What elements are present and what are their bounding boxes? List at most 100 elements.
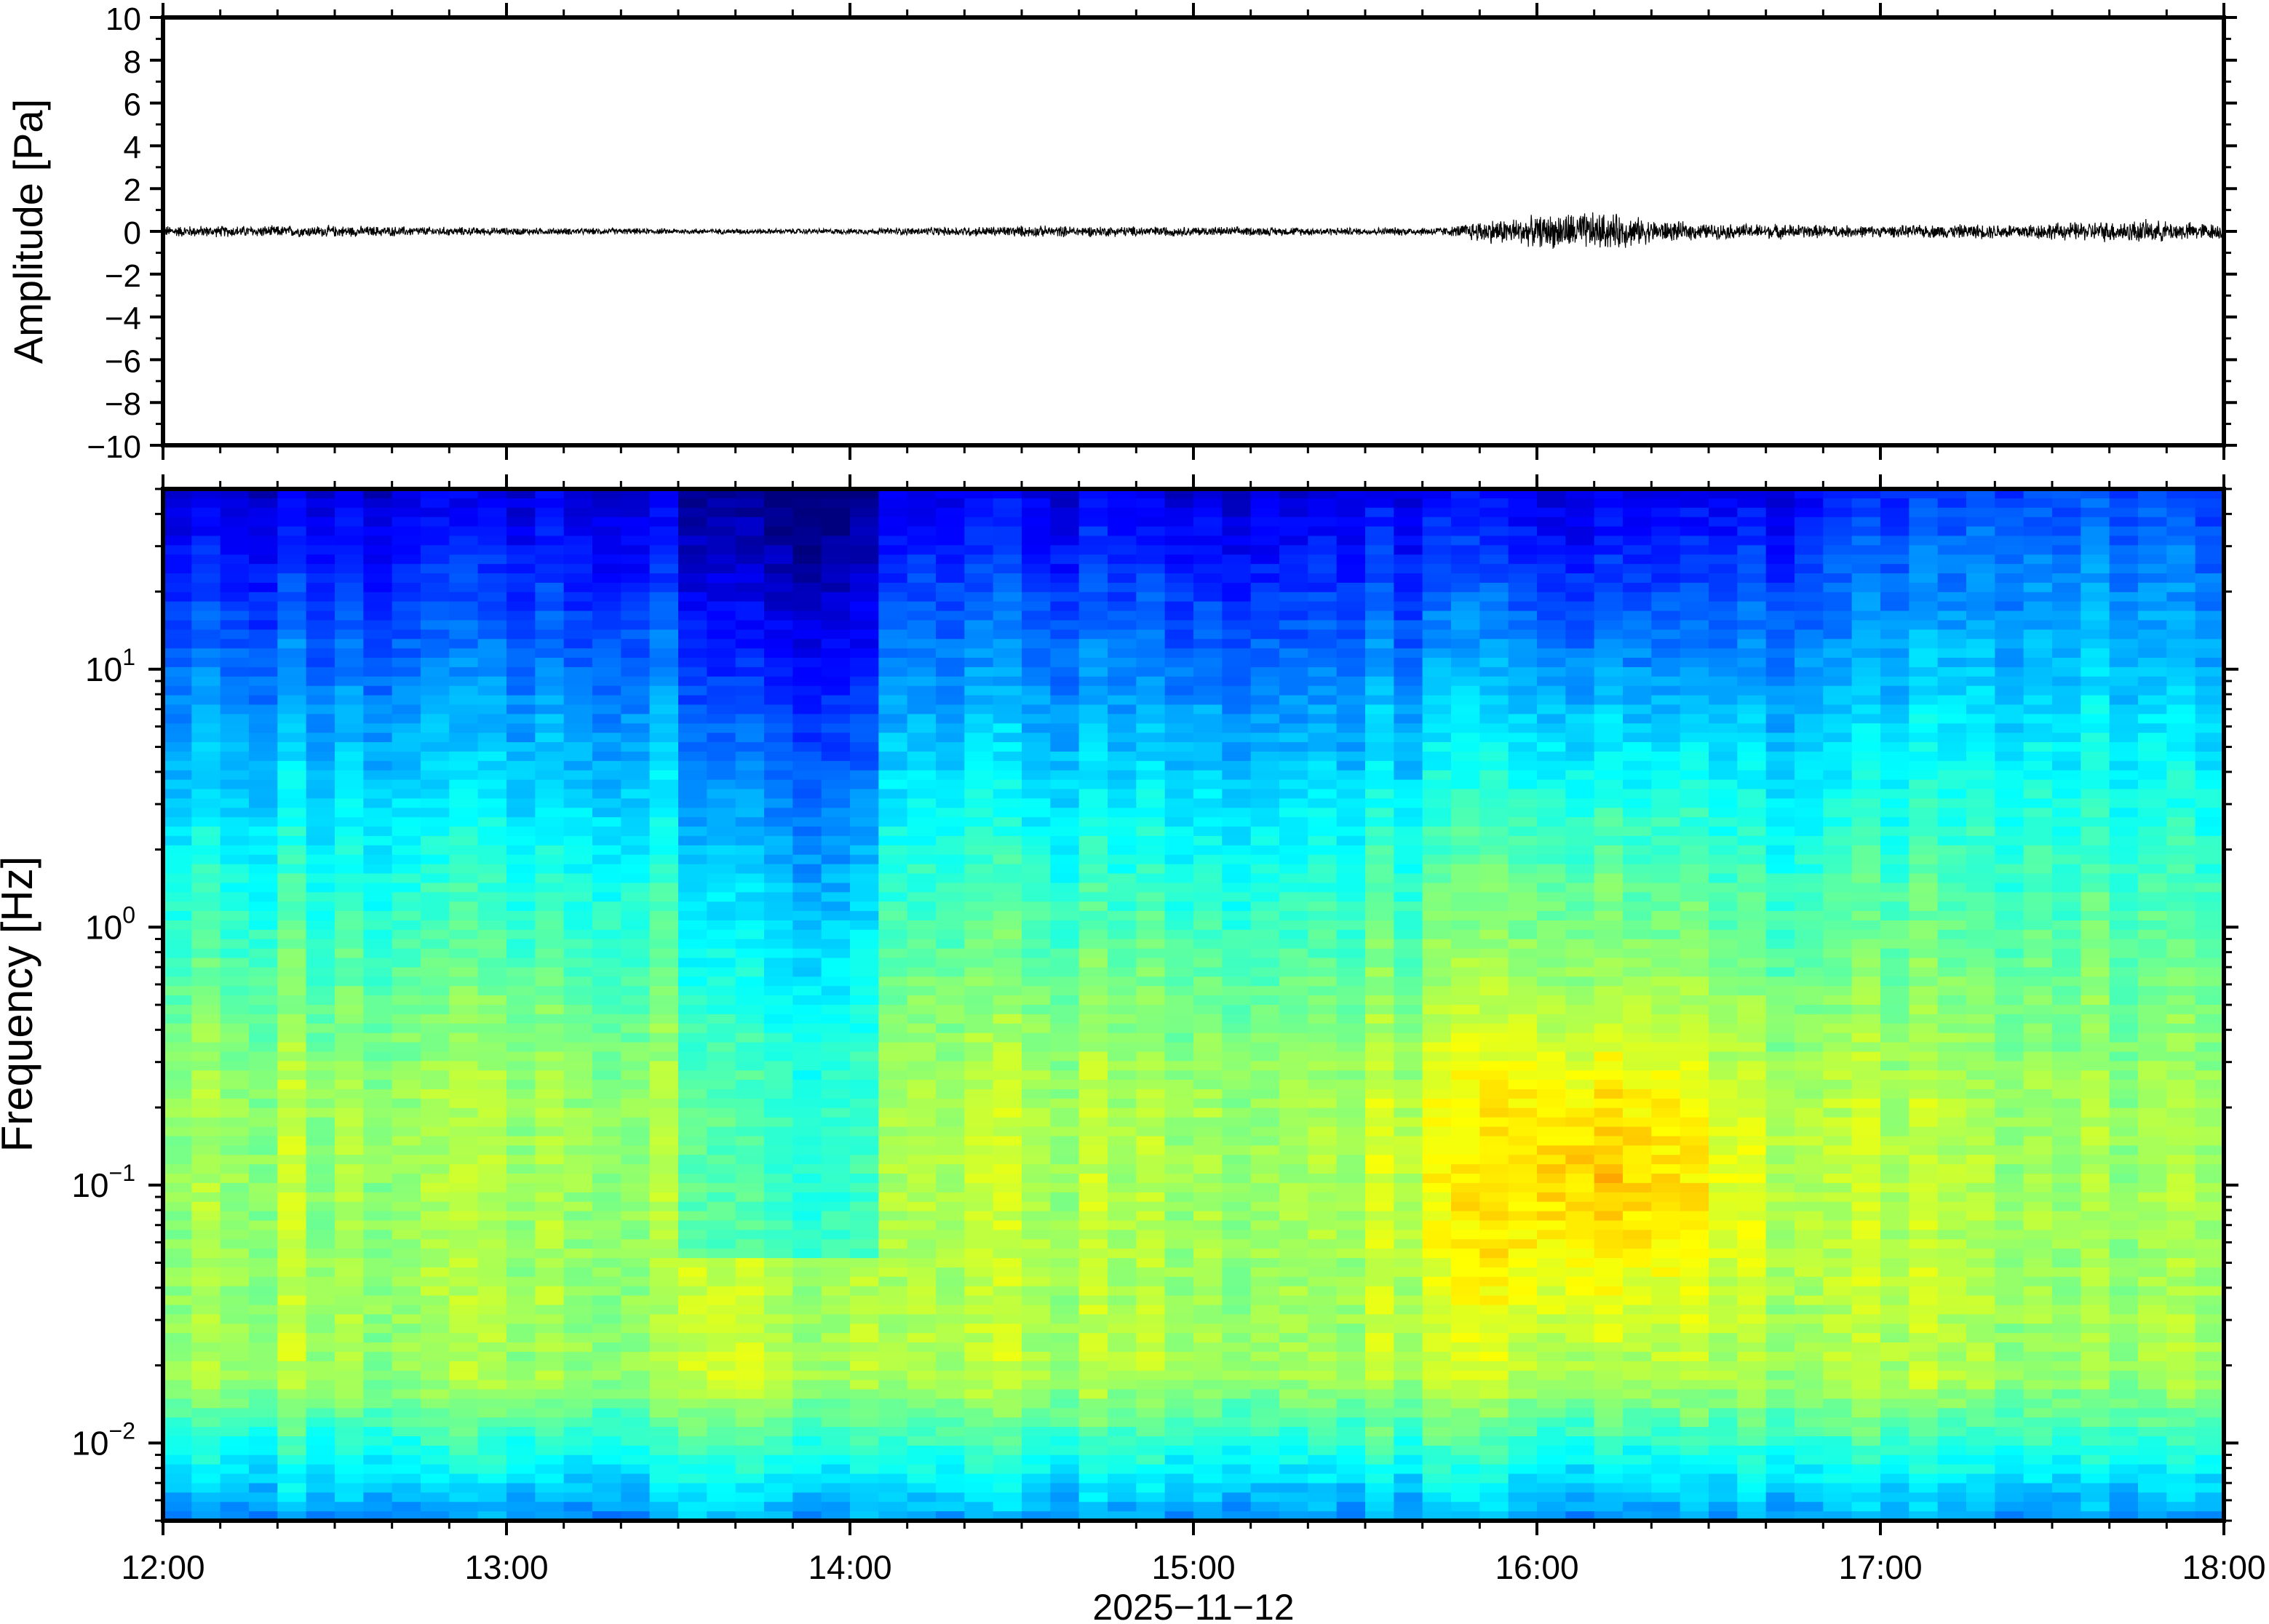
spectrogram-cell <box>1250 639 1280 649</box>
spectrogram-cell <box>1222 958 1252 968</box>
spectrogram-cell <box>1279 1136 1309 1147</box>
spectrogram-cell <box>306 1136 335 1147</box>
spectrogram-cell <box>1136 779 1166 790</box>
spectrogram-cell <box>1108 1211 1137 1222</box>
spectrogram-cell <box>563 958 593 968</box>
spectrogram-cell <box>821 939 851 950</box>
spectrogram-cell <box>1108 714 1137 725</box>
spectrogram-cell <box>191 1342 221 1353</box>
spectrogram-cell <box>163 1305 193 1315</box>
spectrogram-cell <box>163 1267 193 1278</box>
spectrogram-cell <box>1078 536 1108 546</box>
spectrogram-cell <box>306 1051 335 1062</box>
spectrogram-cell <box>1222 1314 1252 1325</box>
spectrogram-cell <box>306 1464 335 1475</box>
spectrogram-cell <box>1078 1220 1108 1231</box>
spectrogram-cell <box>191 1080 221 1090</box>
spectrogram-cell <box>191 1417 221 1428</box>
spectrogram-cell <box>764 1305 794 1315</box>
spectrogram-cell <box>821 1436 851 1446</box>
spectrogram-cell <box>220 601 250 612</box>
waveform-trace-group <box>163 212 2224 249</box>
spectrogram-cell <box>1078 1126 1108 1137</box>
spectrogram-cell <box>850 835 880 846</box>
spectrogram-cell <box>1336 1136 1366 1147</box>
spectrogram-cell <box>907 498 937 509</box>
spectrogram-cell <box>592 808 622 818</box>
spectrogram-cell <box>1394 986 1423 996</box>
spectrogram-cell <box>964 1117 994 1128</box>
spectrogram-cell <box>621 1182 651 1193</box>
amplitude-axis-label: Amplitude [Pa] <box>5 99 51 364</box>
spectrogram-cell <box>506 1436 536 1446</box>
spectrogram-cell <box>163 733 193 743</box>
spectrogram-cell <box>535 1051 565 1062</box>
spectrogram-cell <box>707 1511 736 1521</box>
spectrogram-cell <box>964 1155 994 1165</box>
spectrogram-cell <box>649 1182 679 1193</box>
spectrogram-cell <box>821 1014 851 1024</box>
spectrogram-cell <box>563 864 593 875</box>
spectrogram-cell <box>792 733 822 743</box>
spectrogram-cell <box>363 582 393 593</box>
spectrogram-cell <box>621 1155 651 1165</box>
spectrogram-cell <box>1336 1249 1366 1259</box>
spectrogram-cell <box>1193 1005 1223 1015</box>
spectrogram-cell <box>335 733 365 743</box>
spectrogram-cell <box>1022 864 1052 875</box>
spectrogram-cell <box>563 610 593 621</box>
spectrogram-cell <box>249 939 279 950</box>
spectrogram-cell <box>1193 1445 1223 1456</box>
spectrogram-cell <box>363 1464 393 1475</box>
spectrogram-cell <box>449 629 479 640</box>
spectrogram-cell <box>821 517 851 528</box>
spectrogram-cell <box>821 1042 851 1053</box>
spectrogram-cell <box>506 1417 536 1428</box>
spectrogram-cell <box>993 648 1022 658</box>
spectrogram-cell <box>878 639 908 649</box>
spectrogram-cell <box>907 610 937 621</box>
spectrogram-cell <box>707 1014 736 1024</box>
spectrogram-cell <box>1250 1164 1280 1174</box>
spectrogram-cell <box>735 948 765 959</box>
spectrogram-cell <box>191 714 221 725</box>
spectrogram-cell <box>1308 1061 1338 1072</box>
spectrogram-cell <box>506 1023 536 1034</box>
spectrogram-cell <box>1136 1080 1166 1090</box>
spectrogram-cell <box>993 901 1022 912</box>
spectrogram-cell <box>1050 629 1080 640</box>
spectrogram-cell <box>335 1436 365 1446</box>
spectrogram-cell <box>1308 892 1338 902</box>
spectrogram-cell <box>1108 704 1137 715</box>
spectrogram-cell <box>220 873 250 884</box>
spectrogram-cell <box>649 1342 679 1353</box>
spectrogram-cell <box>936 873 966 884</box>
spectrogram-cell <box>1136 1436 1166 1446</box>
spectrogram-cell <box>878 1070 908 1080</box>
spectrogram-cell <box>1336 1351 1366 1362</box>
spectrogram-cell <box>306 827 335 837</box>
spectrogram-cell <box>535 1502 565 1512</box>
spectrogram-cell <box>1250 1174 1280 1184</box>
spectrogram-cell <box>1365 1126 1395 1137</box>
spectrogram-cell <box>363 1380 393 1390</box>
spectrogram-cell <box>1193 1211 1223 1222</box>
spectrogram-cell <box>907 1295 937 1306</box>
spectrogram-cell <box>1222 685 1252 696</box>
spectrogram-cell <box>1078 948 1108 959</box>
spectrogram-cell <box>535 1220 565 1231</box>
spectrogram-cell <box>1250 948 1280 959</box>
spectrogram-cell <box>449 648 479 658</box>
spectrogram-cell <box>392 1454 421 1465</box>
spectrogram-cell <box>1193 939 1223 950</box>
spectrogram-cell <box>1136 1427 1166 1437</box>
spectrogram-cell <box>1136 648 1166 658</box>
spectrogram-cell <box>764 1370 794 1381</box>
spectrogram-cell <box>1022 1351 1052 1362</box>
spectrogram-cell <box>735 1014 765 1024</box>
spectrogram-cell <box>449 920 479 931</box>
spectrogram-cell <box>1336 892 1366 902</box>
spectrogram-cell <box>1279 864 1309 875</box>
spectrogram-cell <box>936 629 966 640</box>
spectrogram-cell <box>1222 610 1252 621</box>
